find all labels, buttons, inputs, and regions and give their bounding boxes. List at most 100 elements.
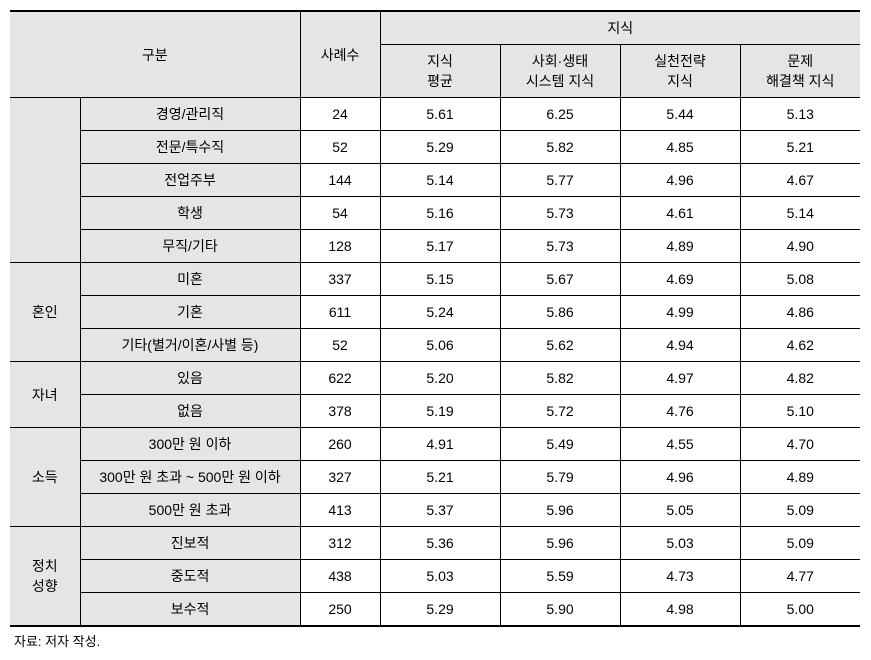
value-cell: 5.00 [740,593,860,627]
table-row: 학생545.165.734.615.14 [10,197,860,230]
header-avg: 지식평균 [380,45,500,98]
value-cell: 5.44 [620,98,740,131]
value-cell: 5.96 [500,494,620,527]
value-cell: 4.70 [740,428,860,461]
subcategory-cell: 기혼 [80,296,300,329]
value-cell: 128 [300,230,380,263]
value-cell: 5.79 [500,461,620,494]
table-row: 500만 원 초과4135.375.965.055.09 [10,494,860,527]
value-cell: 5.21 [740,131,860,164]
value-cell: 4.91 [380,428,500,461]
value-cell: 5.59 [500,560,620,593]
value-cell: 5.96 [500,527,620,560]
value-cell: 5.16 [380,197,500,230]
value-cell: 5.36 [380,527,500,560]
category-cell: 소득 [10,428,80,527]
value-cell: 5.14 [740,197,860,230]
subcategory-cell: 300만 원 이하 [80,428,300,461]
table-body: 경영/관리직245.616.255.445.13전문/특수직525.295.82… [10,98,860,627]
table-row: 300만 원 초과 ~ 500만 원 이하3275.215.794.964.89 [10,461,860,494]
value-cell: 5.08 [740,263,860,296]
subcategory-cell: 보수적 [80,593,300,627]
table-row: 혼인미혼3375.155.674.695.08 [10,263,860,296]
value-cell: 4.96 [620,164,740,197]
value-cell: 54 [300,197,380,230]
value-cell: 5.82 [500,131,620,164]
subcategory-cell: 학생 [80,197,300,230]
value-cell: 5.67 [500,263,620,296]
table-row: 정치성향진보적3125.365.965.035.09 [10,527,860,560]
value-cell: 5.20 [380,362,500,395]
value-cell: 5.49 [500,428,620,461]
value-cell: 5.15 [380,263,500,296]
value-cell: 5.62 [500,329,620,362]
value-cell: 4.86 [740,296,860,329]
value-cell: 24 [300,98,380,131]
table-row: 기타(별거/이혼/사별 등)525.065.624.944.62 [10,329,860,362]
subcategory-cell: 진보적 [80,527,300,560]
subcategory-cell: 무직/기타 [80,230,300,263]
category-cell: 정치성향 [10,527,80,627]
table-row: 무직/기타1285.175.734.894.90 [10,230,860,263]
value-cell: 4.73 [620,560,740,593]
subcategory-cell: 있음 [80,362,300,395]
value-cell: 5.13 [740,98,860,131]
header-strategy: 실천전략지식 [620,45,740,98]
value-cell: 378 [300,395,380,428]
table-row: 경영/관리직245.616.255.445.13 [10,98,860,131]
value-cell: 4.76 [620,395,740,428]
value-cell: 611 [300,296,380,329]
value-cell: 4.61 [620,197,740,230]
value-cell: 5.09 [740,527,860,560]
category-cell: 자녀 [10,362,80,428]
value-cell: 312 [300,527,380,560]
value-cell: 4.98 [620,593,740,627]
value-cell: 4.96 [620,461,740,494]
value-cell: 5.37 [380,494,500,527]
subcategory-cell: 미혼 [80,263,300,296]
subcategory-cell: 없음 [80,395,300,428]
value-cell: 4.89 [740,461,860,494]
table-row: 전업주부1445.145.774.964.67 [10,164,860,197]
value-cell: 4.90 [740,230,860,263]
value-cell: 52 [300,329,380,362]
value-cell: 5.09 [740,494,860,527]
header-n: 사례수 [300,11,380,98]
value-cell: 5.14 [380,164,500,197]
subcategory-cell: 기타(별거/이혼/사별 등) [80,329,300,362]
table-row: 자녀있음6225.205.824.974.82 [10,362,860,395]
header-group: 지식 [380,11,860,45]
value-cell: 5.03 [620,527,740,560]
value-cell: 52 [300,131,380,164]
value-cell: 438 [300,560,380,593]
table-row: 전문/특수직525.295.824.855.21 [10,131,860,164]
header-solution: 문제해결책 지식 [740,45,860,98]
category-cell [10,98,80,263]
table-row: 중도적4385.035.594.734.77 [10,560,860,593]
table-row: 없음3785.195.724.765.10 [10,395,860,428]
value-cell: 6.25 [500,98,620,131]
value-cell: 4.85 [620,131,740,164]
table-row: 보수적2505.295.904.985.00 [10,593,860,627]
value-cell: 5.21 [380,461,500,494]
subcategory-cell: 전문/특수직 [80,131,300,164]
source-note: 자료: 저자 작성. [10,631,861,650]
value-cell: 4.69 [620,263,740,296]
value-cell: 144 [300,164,380,197]
value-cell: 413 [300,494,380,527]
value-cell: 337 [300,263,380,296]
value-cell: 5.72 [500,395,620,428]
value-cell: 5.05 [620,494,740,527]
value-cell: 4.94 [620,329,740,362]
subcategory-cell: 중도적 [80,560,300,593]
value-cell: 5.90 [500,593,620,627]
subcategory-cell: 300만 원 초과 ~ 500만 원 이하 [80,461,300,494]
value-cell: 260 [300,428,380,461]
value-cell: 250 [300,593,380,627]
table-row: 소득300만 원 이하2604.915.494.554.70 [10,428,860,461]
value-cell: 5.86 [500,296,620,329]
value-cell: 5.82 [500,362,620,395]
value-cell: 5.29 [380,131,500,164]
header-category: 구분 [10,11,300,98]
value-cell: 5.19 [380,395,500,428]
